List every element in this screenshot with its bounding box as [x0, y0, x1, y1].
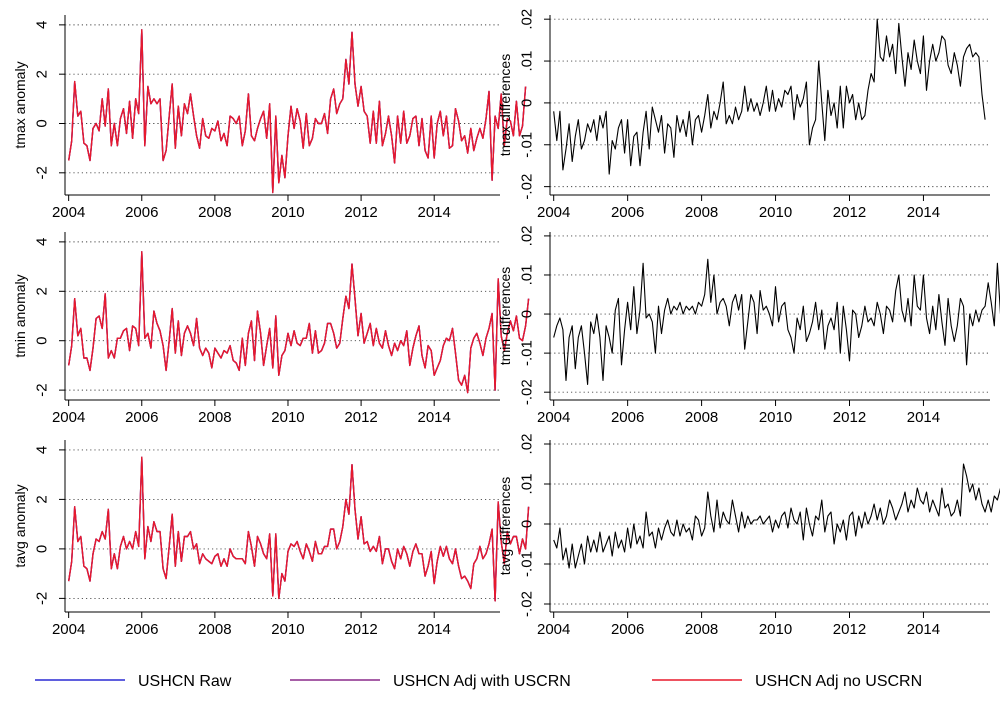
y-tick-label: 2: [34, 495, 51, 503]
x-tick-label: 2014: [907, 621, 940, 638]
y-tick-label: 0: [34, 119, 51, 127]
panel-tavg-anomaly: -2 0 2 4 2004 2006 2008 2010 2012 2014 tavg anomal…: [12, 440, 530, 638]
x-tick-label: 2014: [418, 621, 451, 638]
y-tick-label: .01: [519, 265, 536, 286]
x-tick-label: 2006: [125, 621, 158, 638]
x-tick-label: 2010: [759, 409, 792, 426]
series-line-differences: [553, 258, 1000, 385]
y-axis-title: tavg anomaly: [12, 484, 28, 567]
y-tick-label: 4: [34, 21, 51, 29]
y-tick-label: 0: [519, 310, 536, 318]
legend: USHCN Raw USHCN Adj with USCRN USHCN Adj n…: [35, 673, 922, 690]
y-tick-label: 0: [34, 337, 51, 345]
y-tick-label: 2: [34, 70, 51, 78]
x-tick-label: 2004: [537, 621, 570, 638]
x-tick-label: 2006: [125, 409, 158, 426]
legend-item: USHCN Adj with USCRN: [290, 673, 571, 690]
y-tick-label: 4: [34, 238, 51, 246]
legend-label: USHCN Adj with USCRN: [393, 673, 571, 690]
x-tick-label: 2006: [125, 204, 158, 221]
x-tick-label: 2014: [907, 204, 940, 221]
y-tick-label: -2: [34, 383, 51, 396]
panel-tmax-differences: -.02 -.01 0 .01 .02 2004 2006 2008 2010 2012 2014 t…: [497, 9, 990, 221]
y-tick-label: -2: [34, 592, 51, 605]
y-tick-label: -.02: [519, 591, 536, 617]
y-tick-label: -.01: [519, 132, 536, 158]
x-tick-label: 2008: [198, 621, 231, 638]
x-tick-label: 2004: [52, 204, 85, 221]
legend-label: USHCN Raw: [138, 673, 232, 690]
series-line-ushcn-adj-no-uscrn: [68, 251, 530, 394]
legend-item: USHCN Raw: [35, 673, 232, 690]
series-line-differences: [553, 18, 986, 175]
x-tick-label: 2004: [52, 409, 85, 426]
x-tick-label: 2010: [271, 204, 304, 221]
y-axis-title: tavg differences: [497, 477, 513, 576]
series-line-differences: [553, 463, 1000, 569]
y-axis-title: tmin anomaly: [12, 274, 28, 357]
panel-tmin-anomaly: -2 0 2 4 2004 2006 2008 2010 2012 2014 tmin anomal…: [12, 232, 530, 426]
x-tick-label: 2012: [344, 409, 377, 426]
y-tick-label: 2: [34, 287, 51, 295]
x-tick-label: 2010: [271, 621, 304, 638]
x-tick-label: 2010: [271, 409, 304, 426]
y-tick-label: .02: [519, 9, 536, 30]
legend-item: USHCN Adj no USCRN: [652, 673, 922, 690]
x-tick-label: 2004: [537, 204, 570, 221]
y-tick-label: -.01: [519, 551, 536, 577]
x-tick-label: 2006: [611, 204, 644, 221]
x-tick-label: 2012: [344, 621, 377, 638]
y-tick-label: -2: [34, 166, 51, 179]
panel-tavg-differences: -.02 -.01 0 .01 .02 2004 2006 2008 2010 2012 2014 t…: [497, 434, 1000, 638]
y-tick-label: -.01: [519, 340, 536, 366]
y-tick-label: .02: [519, 225, 536, 246]
x-tick-label: 2006: [611, 621, 644, 638]
y-tick-label: 0: [519, 520, 536, 528]
y-axis-title: tmax differences: [497, 54, 513, 156]
y-tick-label: .01: [519, 474, 536, 495]
y-tick-label: .01: [519, 51, 536, 72]
x-tick-label: 2008: [685, 621, 718, 638]
panel-tmin-differences: -.02 -.01 0 .01 .02 2004 2006 2008 2010 2012 2014 t…: [497, 225, 1000, 426]
x-tick-label: 2008: [685, 204, 718, 221]
series-line-ushcn-adj-no-uscrn: [68, 29, 527, 194]
legend-label: USHCN Adj no USCRN: [755, 673, 922, 690]
x-tick-label: 2004: [52, 621, 85, 638]
y-tick-label: 4: [34, 446, 51, 454]
x-tick-label: 2014: [907, 409, 940, 426]
x-tick-label: 2008: [198, 204, 231, 221]
y-tick-label: .02: [519, 434, 536, 455]
x-tick-label: 2010: [759, 621, 792, 638]
x-tick-label: 2012: [833, 409, 866, 426]
x-tick-label: 2010: [759, 204, 792, 221]
y-tick-label: 0: [519, 99, 536, 107]
series-line-ushcn-adj-no-uscrn: [68, 456, 530, 602]
x-tick-label: 2012: [344, 204, 377, 221]
x-tick-label: 2004: [537, 409, 570, 426]
x-tick-label: 2014: [418, 204, 451, 221]
y-tick-label: -.02: [519, 174, 536, 200]
x-tick-label: 2006: [611, 409, 644, 426]
x-tick-label: 2008: [198, 409, 231, 426]
x-tick-label: 2012: [833, 621, 866, 638]
x-tick-label: 2014: [418, 409, 451, 426]
y-tick-label: -.02: [519, 379, 536, 405]
y-axis-title: tmax anomaly: [12, 61, 28, 148]
x-tick-label: 2008: [685, 409, 718, 426]
y-tick-label: 0: [34, 545, 51, 553]
y-axis-title: tmin differences: [497, 267, 513, 366]
panel-tmax-anomaly: -2 0 2 4 2004 2006 2008 2010 2012 2014 tmax anomal…: [12, 15, 527, 221]
x-tick-label: 2012: [833, 204, 866, 221]
